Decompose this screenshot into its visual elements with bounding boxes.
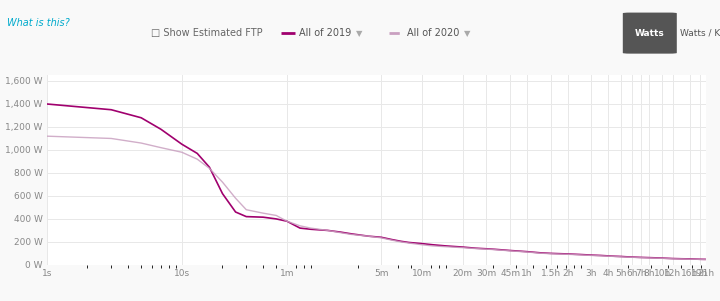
FancyBboxPatch shape	[623, 13, 677, 54]
Text: What is this?: What is this?	[7, 18, 70, 28]
Text: ▼: ▼	[464, 29, 471, 38]
Text: Watts: Watts	[635, 29, 665, 38]
Text: ▼: ▼	[356, 29, 363, 38]
Text: Watts / KG: Watts / KG	[680, 29, 720, 38]
Text: □ Show Estimated FTP: □ Show Estimated FTP	[151, 28, 263, 38]
Text: All of 2019: All of 2019	[299, 28, 351, 38]
Text: All of 2020: All of 2020	[407, 28, 459, 38]
